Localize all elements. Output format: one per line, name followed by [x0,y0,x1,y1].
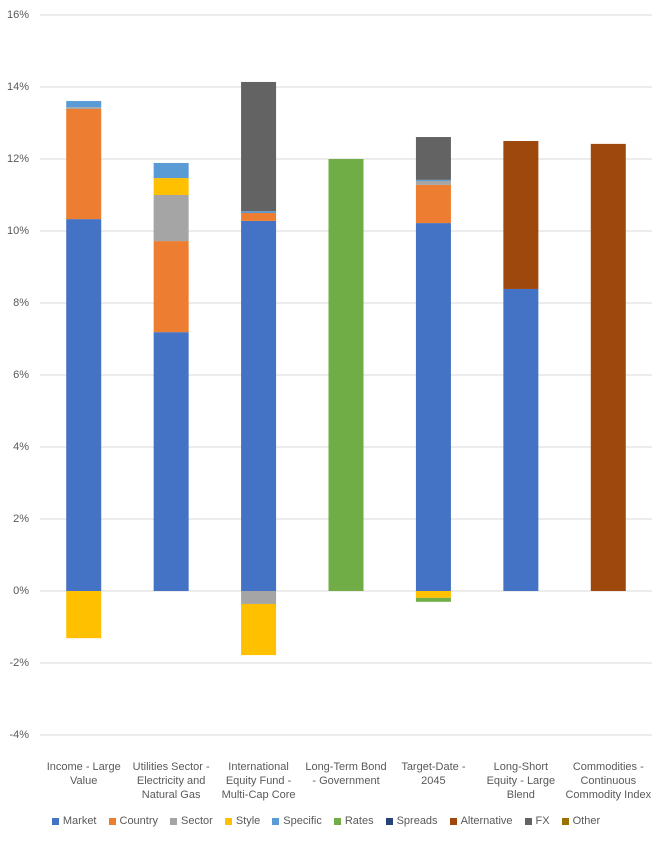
legend-swatch [51,817,59,825]
y-tick-label: 12% [7,153,29,165]
bar-segment [503,141,539,289]
legend-item: Specific [272,815,322,827]
bar-segment [415,179,451,181]
y-tick-label: 8% [13,297,29,309]
x-tick-label: Income - Large Value [46,761,121,787]
legend-item: Country [108,815,159,827]
bar-segment [503,288,539,591]
legend-swatch [224,817,232,825]
legend-swatch [272,817,280,825]
legend-label: Country [119,815,159,827]
legend-label: Rates [344,815,374,827]
legend: Market Country Sector Style Specific Rates Spr… [0,815,652,827]
legend-swatch [561,817,569,825]
bar-segment [241,220,277,592]
legend-item: Rates [333,815,374,827]
y-tick-label: -4% [9,729,29,741]
legend-item: Style [224,815,261,827]
legend-item: FX [524,815,550,827]
bar-segment [590,143,626,591]
legend-label: Other [572,815,601,827]
bar-segment [241,211,277,213]
bar-segment [66,101,102,108]
bar-segment [66,591,102,639]
bar-segment [415,137,451,180]
x-tick-label: Commodities - Continuous Commodity Index [565,761,652,801]
legend-item: Spreads [385,815,438,827]
legend-swatch [385,817,393,825]
y-tick-label: 6% [13,369,29,381]
y-tick-label: 16% [7,9,29,21]
legend-label: Specific [283,815,322,827]
legend-label: Spreads [396,815,438,827]
legend-item: Market [51,815,97,827]
bar-segment [415,223,451,591]
y-tick-label: 0% [13,585,29,597]
x-tick-label: Long-Term Bond - Government [305,761,387,787]
y-tick-label: 2% [13,513,29,525]
legend-swatch [333,817,341,825]
bar-segment [415,591,451,598]
bar-segment [66,219,102,591]
bar-segment [415,180,451,185]
legend-label: Market [62,815,97,827]
legend-swatch [108,817,116,825]
legend-item: Sector [170,815,213,827]
bar-segment [66,108,102,220]
y-tick-label: 10% [7,225,29,237]
legend-swatch [449,817,457,825]
legend-label: Style [235,815,261,827]
y-tick-label: 14% [7,81,29,93]
y-tick-label: 4% [13,441,29,453]
bar-segment [66,107,102,109]
bar-segment [153,241,189,333]
legend-swatch [524,817,532,825]
y-tick-label: -2% [9,657,29,669]
legend-swatch [170,817,178,825]
bar-segment [153,162,189,179]
legend-label: Sector [181,815,213,827]
legend-label: FX [535,815,550,827]
bar-segment [241,603,277,656]
bar-segment [415,597,451,602]
bar-segment [153,195,189,242]
bar-segment [241,213,277,221]
plot: -4% -2% 0% 2% 4% 6% 8% 10% 12% 14% 16% [7,9,652,741]
bar-segment [153,178,189,195]
x-tick-label: Target-Date - 2045 [401,761,466,787]
bar-segment [241,81,277,212]
x-tick-label: Utilities Sector - Electricity and Natur… [132,761,210,801]
x-tick-label: Long-Short Equity - Large Blend [486,761,556,801]
bar-segment [415,184,451,224]
legend-label: Alternative [460,815,513,827]
bar-segment [153,332,189,591]
x-tick-label: International Equity Fund - Multi-Cap Co… [221,761,296,801]
legend-item: Other [561,815,601,827]
bar-segment [241,591,277,604]
bar-segment [328,159,364,591]
legend-item: Alternative [449,815,513,827]
